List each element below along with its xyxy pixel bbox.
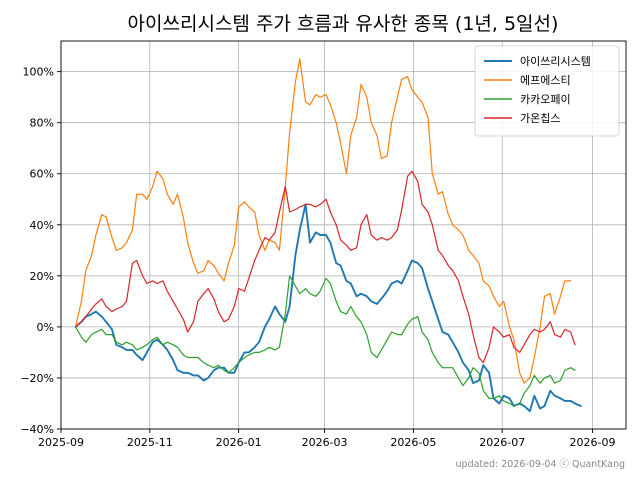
legend-label: 아이쓰리시스템 xyxy=(520,55,591,68)
y-tick-label: 0% xyxy=(37,321,54,334)
y-tick-label: −40% xyxy=(20,423,54,436)
legend-label: 가온칩스 xyxy=(520,112,560,125)
legend-box xyxy=(474,45,620,137)
x-tick-label: 2026-01 xyxy=(216,436,262,449)
series-line-3 xyxy=(74,275,576,407)
y-tick-label: 20% xyxy=(30,270,54,283)
y-tick-label: 100% xyxy=(23,66,54,79)
x-tick-label: 2026-07 xyxy=(479,436,525,449)
y-axis: −40% −20% 0% 20% 40% 60% 80% 100% xyxy=(20,66,61,436)
series-line-4 xyxy=(74,170,576,364)
x-axis: 2025-09 2025-11 2026-01 2026-03 2026-05 2026-… xyxy=(38,429,615,449)
legend-label: 에프에스티 xyxy=(520,74,571,87)
x-tick-label: 2025-11 xyxy=(127,436,173,449)
x-tick-label: 2026-05 xyxy=(390,436,436,449)
series-line-2 xyxy=(74,58,572,384)
chart-title: 아이쓰리시스템 주가 흐름과 유사한 종목 (1년, 5일선) xyxy=(128,13,559,35)
y-tick-label: 40% xyxy=(30,219,54,232)
series-line-1 xyxy=(74,203,582,413)
y-tick-label: −20% xyxy=(20,372,54,385)
footer-credit: updated: 2026-09-04 ⓒ QuantKang xyxy=(456,459,625,470)
x-tick-label: 2026-03 xyxy=(302,436,348,449)
x-tick-label: 2026-09 xyxy=(570,436,616,449)
plot-frame xyxy=(60,40,627,430)
y-tick-label: 60% xyxy=(30,168,54,181)
x-tick-label: 2025-09 xyxy=(38,436,84,449)
series-layer xyxy=(74,58,582,413)
legend-label: 카카오페이 xyxy=(520,93,571,106)
y-tick-label: 80% xyxy=(30,117,54,130)
